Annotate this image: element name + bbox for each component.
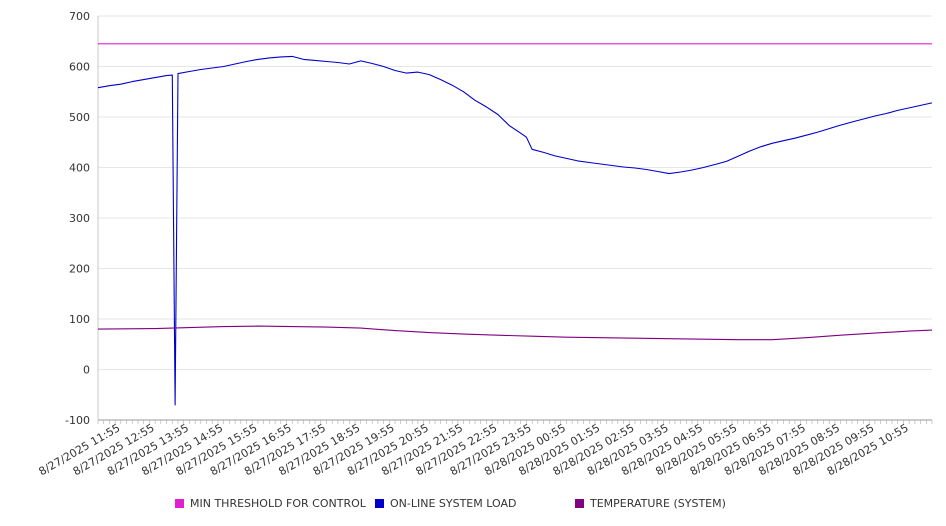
legend-item[interactable]: MIN THRESHOLD FOR CONTROL: [175, 497, 366, 510]
axes: [97, 16, 933, 424]
series-line-temperature-system: [97, 325, 933, 341]
legend: MIN THRESHOLD FOR CONTROL ON-LINE SYSTEM …: [0, 497, 946, 517]
legend-item[interactable]: ON-LINE SYSTEM LOAD: [375, 497, 516, 510]
legend-swatch: [175, 499, 184, 508]
y-axis-labels: -100 0 100 200 300 400 500 600 700: [65, 10, 90, 427]
y-tick-label: -100: [65, 414, 90, 427]
legend-swatch: [575, 499, 584, 508]
y-tick-label: 100: [69, 313, 90, 326]
legend-item[interactable]: TEMPERATURE (SYSTEM): [575, 497, 726, 510]
series-line-on-line-system-load: [97, 55, 933, 406]
y-tick-label: 0: [83, 364, 90, 377]
y-tick-label: 500: [69, 111, 90, 124]
series-lines: [97, 43, 933, 406]
x-axis-labels: 8/27/2025 11:558/27/2025 12:558/27/2025 …: [37, 421, 911, 478]
legend-label: TEMPERATURE (SYSTEM): [590, 497, 726, 510]
y-tick-label: 200: [69, 263, 90, 276]
legend-swatch: [375, 499, 384, 508]
grid-lines: [98, 15, 932, 421]
legend-label: MIN THRESHOLD FOR CONTROL: [190, 497, 366, 510]
y-tick-label: 600: [69, 61, 90, 74]
y-tick-label: 400: [69, 162, 90, 175]
y-tick-label: 700: [69, 10, 90, 23]
y-tick-label: 300: [69, 212, 90, 225]
legend-label: ON-LINE SYSTEM LOAD: [390, 497, 517, 510]
